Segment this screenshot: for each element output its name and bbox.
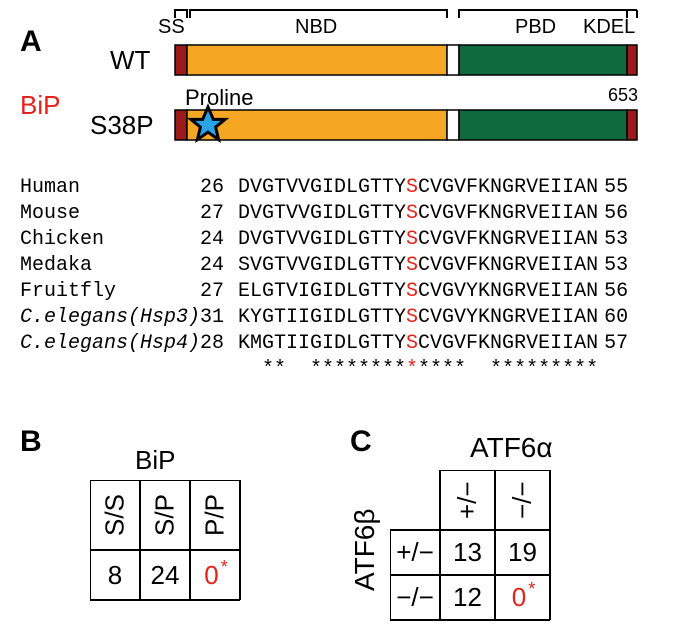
alignment-row: C.elegans(Hsp4)28KMGTIIGIDLGTTYSCVGVFKNG… bbox=[20, 331, 642, 357]
seq-mutation-residue: S bbox=[406, 202, 418, 225]
seq-start: 24 bbox=[200, 253, 238, 279]
seq-end: 53 bbox=[604, 253, 642, 279]
seq-mutation-residue: S bbox=[406, 254, 418, 277]
s38p-row-label: S38P bbox=[90, 110, 154, 141]
panel-c-label: C bbox=[350, 425, 372, 459]
domain-schematic bbox=[0, 0, 683, 180]
species-name: Chicken bbox=[20, 227, 200, 253]
seq-start: 28 bbox=[200, 331, 238, 357]
seq-end: 53 bbox=[604, 227, 642, 253]
bip-col-ss: S/S bbox=[90, 480, 140, 550]
seq-after: CVGVFKNGRVEIIAN bbox=[418, 228, 598, 251]
atf6a-col-het: +/− bbox=[440, 470, 495, 530]
species-name: Medaka bbox=[20, 253, 200, 279]
atf6b-row-het: +/− bbox=[390, 530, 440, 575]
domain-ss-label: SS bbox=[158, 16, 185, 39]
seq-start: 26 bbox=[200, 175, 238, 201]
alignment-row: Medaka24SVGTVVGIDLGTTYSCVGVFKNGRVEIIAN 53 bbox=[20, 253, 642, 279]
seq-before: ELGTVIGIDLGTTY bbox=[238, 280, 406, 303]
seq-mutation-residue: S bbox=[406, 280, 418, 303]
species-name: C.elegans(Hsp3) bbox=[20, 305, 200, 331]
seq-start: 27 bbox=[200, 279, 238, 305]
alignment-row: Fruitfly27ELGTVIGIDLGTTYSCVGVYKNGRVEIIAN… bbox=[20, 279, 642, 305]
seq-end: 57 bbox=[604, 331, 642, 357]
atf6a-title: ATF6α bbox=[470, 432, 553, 464]
bip-col-sp: S/P bbox=[140, 480, 190, 550]
protein-length-label: 653 bbox=[608, 85, 638, 106]
seq-after: CVGVFKNGRVEIIAN bbox=[418, 176, 598, 199]
alignment-row: Human26DVGTVVGIDLGTTYSCVGVFKNGRVEIIAN 55 bbox=[20, 175, 642, 201]
seq-before: KYGTIIGIDLGTTY bbox=[238, 306, 406, 329]
zero-value: 0 bbox=[512, 582, 526, 613]
bip-val-sp: 24 bbox=[140, 550, 190, 600]
panel-b-label: B bbox=[20, 425, 42, 459]
bip-val-pp: 0* bbox=[190, 550, 240, 600]
significance-star: * bbox=[528, 579, 535, 600]
seq-mutation-residue: S bbox=[406, 332, 418, 355]
seq-before: DVGTVVGIDLGTTY bbox=[238, 228, 406, 251]
bip-col-pp: P/P bbox=[190, 480, 240, 550]
panel-b-title: BiP bbox=[135, 445, 175, 476]
seq-end: 56 bbox=[604, 279, 642, 305]
sequence-alignment: Human26DVGTVVGIDLGTTYSCVGVFKNGRVEIIAN55M… bbox=[20, 175, 642, 383]
species-name: C.elegans(Hsp4) bbox=[20, 331, 200, 357]
species-name: Mouse bbox=[20, 201, 200, 227]
alignment-consensus: ** ************* ********* bbox=[20, 357, 642, 383]
seq-mutation-residue: S bbox=[406, 306, 418, 329]
atf6a-col-hom: −/− bbox=[495, 470, 550, 530]
domain-kdel-label: KDEL bbox=[583, 16, 635, 39]
seq-after: CVGVFKNGRVEIIAN bbox=[418, 254, 598, 277]
significance-star: * bbox=[221, 557, 228, 578]
atf6b-title: ATF6β bbox=[350, 495, 380, 605]
seq-after: CVGVYKNGRVEIIAN bbox=[418, 280, 598, 303]
seq-after: CVGVFKNGRVEIIAN bbox=[418, 332, 598, 355]
seq-start: 24 bbox=[200, 227, 238, 253]
wt-row-label: WT bbox=[110, 45, 150, 76]
zero-value: 0 bbox=[204, 560, 218, 591]
alignment-row: Chicken24DVGTVVGIDLGTTYSCVGVFKNGRVEIIAN 5… bbox=[20, 227, 642, 253]
seq-start: 31 bbox=[200, 305, 238, 331]
seq-end: 60 bbox=[604, 305, 642, 331]
alignment-row: Mouse27DVGTVVGIDLGTTYSCVGVFKNGRVEIIAN 56 bbox=[20, 201, 642, 227]
seq-end: 56 bbox=[604, 201, 642, 227]
seq-before: SVGTVVGIDLGTTY bbox=[238, 254, 406, 277]
atf6-cell-00: 13 bbox=[440, 530, 495, 575]
seq-before: DVGTVVGIDLGTTY bbox=[238, 176, 406, 199]
atf6-cell-11: 0* bbox=[495, 575, 550, 620]
atf6-cell-10: 12 bbox=[440, 575, 495, 620]
species-name: Fruitfly bbox=[20, 279, 200, 305]
alignment-row: C.elegans(Hsp3)31KYGTIIGIDLGTTYSCVGVYKNG… bbox=[20, 305, 642, 331]
seq-after: CVGVYKNGRVEIIAN bbox=[418, 306, 598, 329]
seq-before: KMGTIIGIDLGTTY bbox=[238, 332, 406, 355]
bip-val-ss: 8 bbox=[90, 550, 140, 600]
atf6-cell-01: 19 bbox=[495, 530, 550, 575]
species-name: Human bbox=[20, 175, 200, 201]
domain-pbd-label: PBD bbox=[515, 16, 556, 39]
seq-start: 27 bbox=[200, 201, 238, 227]
seq-mutation-residue: S bbox=[406, 228, 418, 251]
seq-before: DVGTVVGIDLGTTY bbox=[238, 202, 406, 225]
domain-nbd-label: NBD bbox=[295, 16, 337, 39]
seq-mutation-residue: S bbox=[406, 176, 418, 199]
seq-after: CVGVFKNGRVEIIAN bbox=[418, 202, 598, 225]
proline-label: Proline bbox=[185, 85, 253, 111]
seq-end: 55 bbox=[604, 175, 642, 201]
atf6b-row-hom: −/− bbox=[390, 575, 440, 620]
